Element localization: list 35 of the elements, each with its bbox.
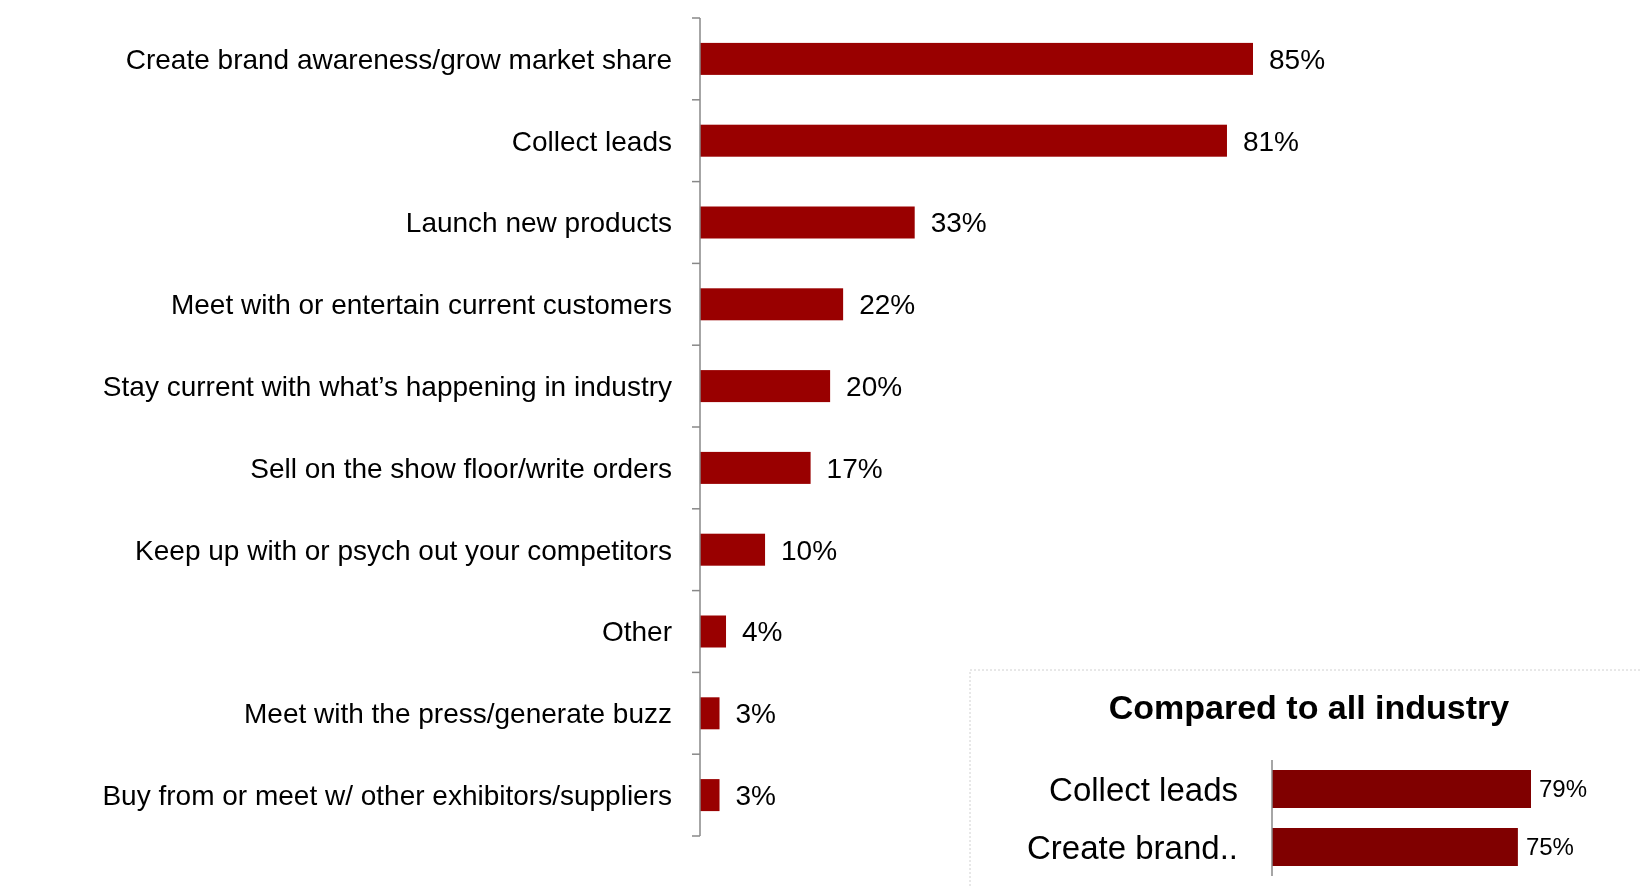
y-tick-label: Create brand.. [1027,828,1238,866]
bar [700,451,811,484]
y-tick-label: Buy from or meet w/ other exhibitors/suppliers [102,779,672,811]
bar [700,779,720,812]
y-tick-label: Collect leads [1049,770,1238,808]
data-label: 22% [859,289,916,321]
bar [700,697,720,730]
data-label: 20% [846,370,903,402]
data-label: 33% [930,207,987,239]
y-tick-label: Stay current with what’s happening in industry [102,370,672,402]
y-tick-label: Create brand awareness/grow market share [125,43,672,75]
y-tick-label: Collect leads [511,125,672,157]
bar [700,370,831,403]
bar [700,615,727,648]
y-tick-label: Meet with or entertain current customers [170,289,672,321]
data-label: 3% [735,779,776,811]
y-tick-label: Keep up with or psych out your competitors [135,534,672,566]
data-label: 85% [1269,43,1326,75]
y-tick-label: Other [601,616,672,648]
y-tick-label: Launch new products [405,207,672,239]
bar [700,124,1227,157]
data-label: 81% [1242,125,1300,157]
data-label: 17% [826,452,883,484]
data-label: 3% [735,698,776,730]
data-label: 79% [1539,775,1588,803]
bar [700,533,766,566]
data-label: 75% [1525,833,1574,861]
data-label: 10% [781,534,838,566]
data-label: 4% [742,616,783,648]
bar [700,288,844,321]
y-tick-label: Meet with the press/generate buzz [243,698,672,730]
chart-title: Compared to all industry [1108,688,1510,726]
y-tick-label: Sell on the show floor/write orders [250,452,672,484]
bar [700,206,915,239]
bar [700,42,1253,75]
